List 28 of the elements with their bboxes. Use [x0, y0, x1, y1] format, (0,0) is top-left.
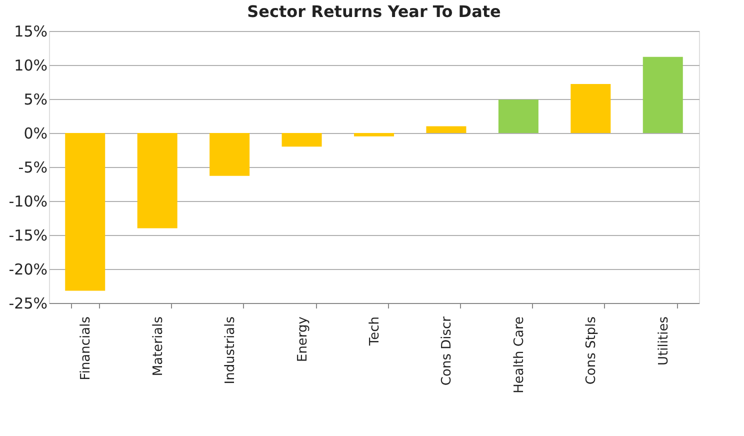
- bar: [498, 100, 538, 133]
- y-tick-label: -5%: [18, 158, 48, 176]
- bar: [210, 133, 250, 176]
- y-tick-label: 15%: [14, 22, 48, 40]
- bar: [426, 126, 466, 133]
- bar: [354, 133, 394, 136]
- y-tick-label: 5%: [24, 90, 48, 108]
- y-tick-label: -20%: [8, 260, 48, 278]
- x-tick-label: Energy: [295, 316, 310, 362]
- bar: [137, 133, 178, 228]
- y-tick-label: 10%: [14, 56, 48, 74]
- x-tick-label: Industrials: [223, 316, 238, 384]
- y-tick-label: -15%: [8, 226, 48, 244]
- x-tick-label: Financials: [78, 316, 94, 380]
- y-tick-label: 0%: [24, 124, 48, 142]
- bar: [642, 56, 683, 133]
- x-tick-label: Cons Discr: [440, 316, 455, 386]
- x-tick-label: Tech: [368, 316, 382, 347]
- chart-title: Sector Returns Year To Date: [247, 2, 501, 21]
- y-tick-label: -10%: [8, 192, 48, 210]
- x-tick-label: Materials: [150, 316, 166, 376]
- bar: [570, 84, 611, 133]
- bar: [282, 133, 322, 147]
- x-tick-label: Utilities: [656, 316, 672, 366]
- bar: [65, 133, 106, 291]
- y-tick-label: -25%: [8, 294, 48, 312]
- x-tick-label: Health Care: [512, 316, 527, 394]
- x-tick-label: Cons Stpls: [584, 316, 600, 385]
